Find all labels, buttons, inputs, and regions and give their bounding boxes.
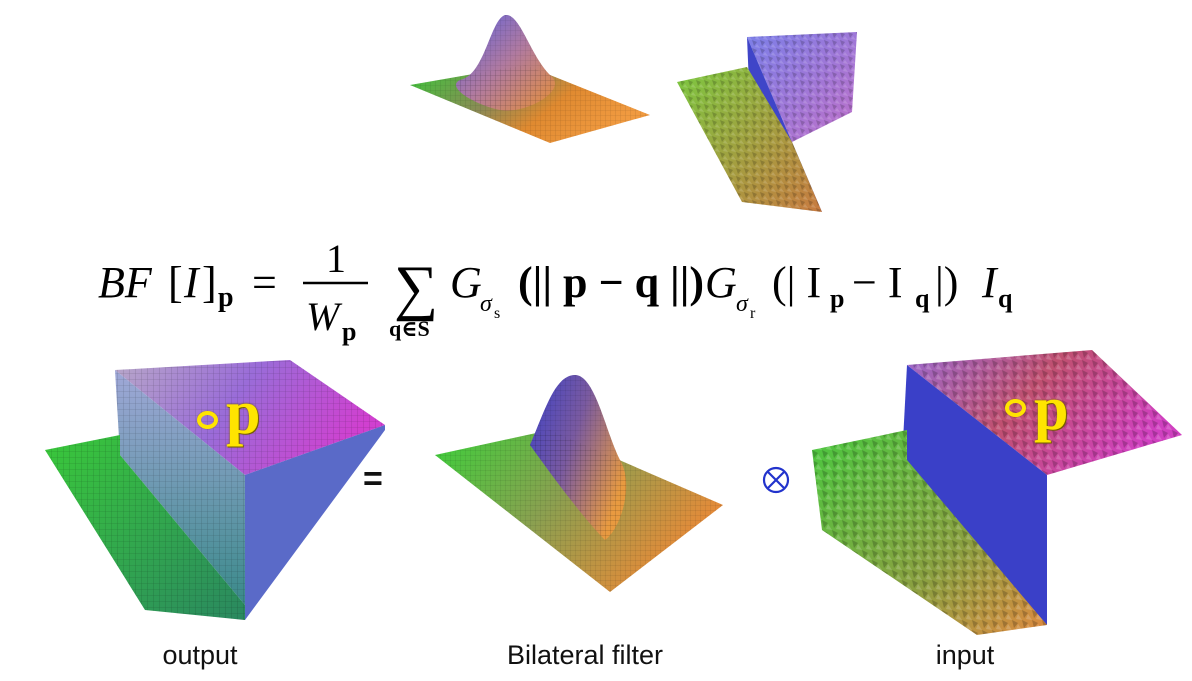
convolution-operator-icon — [762, 466, 790, 494]
formula-frac-den: W — [306, 294, 343, 339]
formula-g2: G — [705, 258, 737, 307]
formula-g1: G — [450, 258, 482, 307]
caption-input: input — [935, 640, 995, 670]
formula-g2-arg-p: p — [830, 284, 844, 313]
caption-output: output — [162, 640, 238, 670]
input-surface — [812, 350, 1187, 635]
formula-tail-sub: q — [998, 284, 1013, 313]
formula-g1-subsub: s — [494, 305, 500, 322]
formula-g2-subsub: r — [750, 305, 756, 322]
output-point-label: p — [226, 379, 261, 447]
formula-lhs-bracket-open: [ — [168, 258, 183, 307]
formula-frac-den-sub: p — [342, 317, 356, 346]
formula-g2-sub: σ — [736, 291, 749, 317]
formula-sum-symbol: ∑ — [394, 254, 438, 322]
input-point-label: p — [1034, 375, 1069, 443]
equals-sign: = — [363, 460, 383, 498]
formula-lhs-bracket-close: ] — [202, 258, 217, 307]
formula-frac-num: 1 — [326, 236, 346, 281]
formula-lhs-main: BF — [98, 258, 153, 307]
formula-g2-arg-close: |) — [935, 258, 958, 307]
formula-tail-I: I — [981, 258, 999, 307]
noisy-step-top — [672, 32, 862, 212]
formula-g2-arg-open: (| I — [772, 258, 821, 307]
formula-lhs-I: I — [183, 258, 201, 307]
bilateral-filter-surface — [435, 370, 725, 595]
formula-equals: = — [252, 258, 277, 307]
output-point-marker-icon — [197, 411, 218, 429]
formula-g1-arg: (|| p − q ||) — [518, 258, 704, 307]
formula-lhs-sub: p — [218, 282, 234, 313]
caption-bilateral-filter: Bilateral filter — [506, 640, 664, 670]
formula-g1-sub: σ — [480, 291, 493, 317]
formula-sum-sub: q∈S — [389, 316, 430, 341]
formula-g2-arg-minus: − I — [852, 258, 902, 307]
input-point-marker-icon — [1005, 399, 1026, 417]
gaussian-surface-top — [405, 15, 655, 145]
formula-g2-arg-q: q — [915, 284, 930, 313]
output-surface — [45, 355, 390, 625]
